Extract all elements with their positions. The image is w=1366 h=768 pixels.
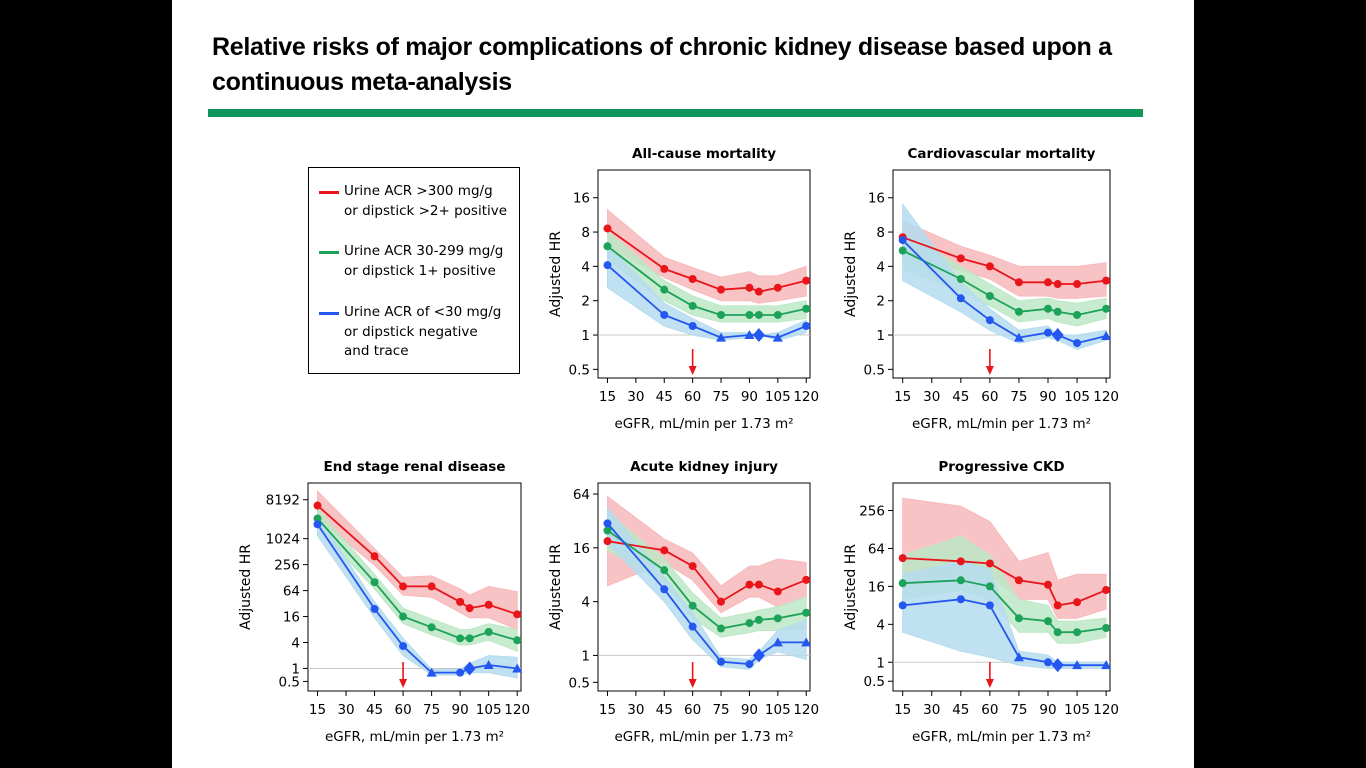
legend-swatch-green xyxy=(319,251,339,254)
legend-label: Urine ACR of <30 mg/g or dipstick negati… xyxy=(344,304,502,359)
legend-label: Urine ACR 30-299 mg/g or dipstick 1+ pos… xyxy=(344,243,504,279)
chart-legend: Urine ACR >300 mg/g or dipstick >2+ posi… xyxy=(308,167,520,374)
legend-swatch-blue xyxy=(319,312,339,315)
legend-swatch-red xyxy=(319,191,339,194)
slide-title: Relative risks of major complications of… xyxy=(212,33,1112,96)
legend-label: Urine ACR >300 mg/g or dipstick >2+ posi… xyxy=(344,183,508,219)
title-underline xyxy=(208,109,1143,117)
slide: Relative risks of major complications of… xyxy=(172,0,1194,768)
